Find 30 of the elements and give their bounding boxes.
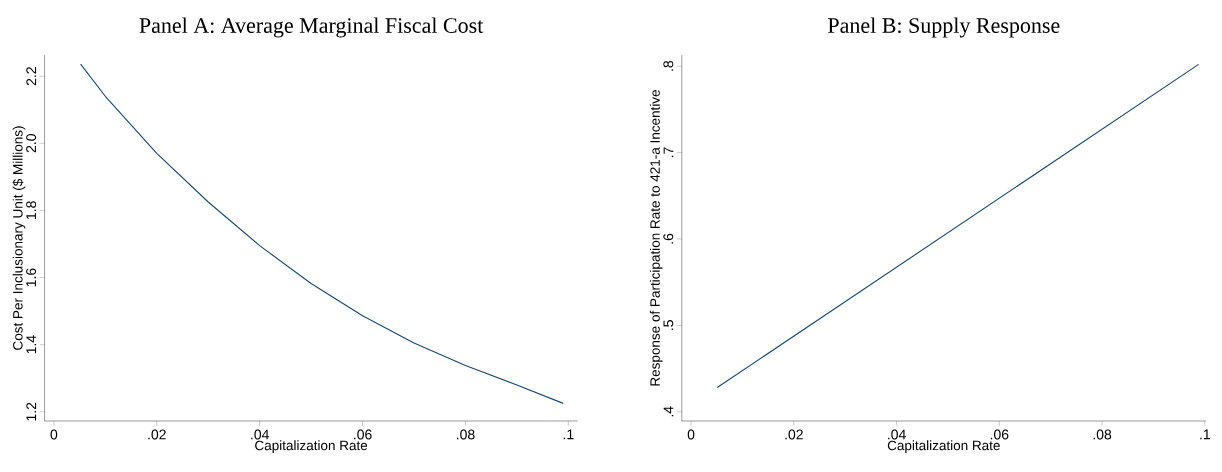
x-tick-label: .04 bbox=[888, 429, 906, 440]
x-axis-title: Capitalization Rate bbox=[255, 440, 368, 453]
y-tick-label: .6 bbox=[663, 233, 674, 244]
x-axis-title: Capitalization Rate bbox=[887, 440, 1000, 453]
line-series bbox=[80, 63, 564, 404]
x-tick-label: .1 bbox=[1200, 429, 1210, 440]
y-tick-label: 2.2 bbox=[26, 67, 37, 86]
y-tick-label: .8 bbox=[663, 60, 674, 71]
y-axis-title: Cost Per Inclusionary Unit ($ Millions) bbox=[12, 126, 26, 350]
y-tick-label: 1.4 bbox=[26, 335, 37, 354]
x-tick-label: 0 bbox=[50, 429, 58, 440]
x-tick-label: .1 bbox=[563, 429, 574, 440]
y-tick-label: 1.6 bbox=[26, 268, 37, 287]
x-tick-label: .08 bbox=[1093, 429, 1112, 440]
y-tick-label: .7 bbox=[663, 147, 674, 158]
y-tick-label: 2.0 bbox=[26, 134, 37, 153]
y-tick-label: .5 bbox=[663, 320, 674, 330]
y-tick-label: 1.8 bbox=[26, 201, 37, 220]
chart-title: Panel B: Supply Response bbox=[828, 17, 1060, 38]
y-tick-label: .4 bbox=[663, 406, 674, 417]
x-tick-label: .02 bbox=[785, 429, 803, 440]
chart-title: Panel A: Average Marginal Fiscal Cost bbox=[139, 17, 484, 38]
x-tick-label: .06 bbox=[990, 429, 1009, 440]
x-tick-label: .04 bbox=[251, 429, 269, 440]
x-tick-label: 0 bbox=[687, 429, 695, 440]
x-tick-label: .08 bbox=[457, 429, 475, 440]
y-axis-title: Response of Participation Rate to 421-a Incentive bbox=[649, 90, 663, 386]
x-tick-label: .06 bbox=[354, 429, 372, 440]
y-tick-label: 1.2 bbox=[26, 402, 37, 421]
x-tick-label: .02 bbox=[148, 429, 166, 440]
